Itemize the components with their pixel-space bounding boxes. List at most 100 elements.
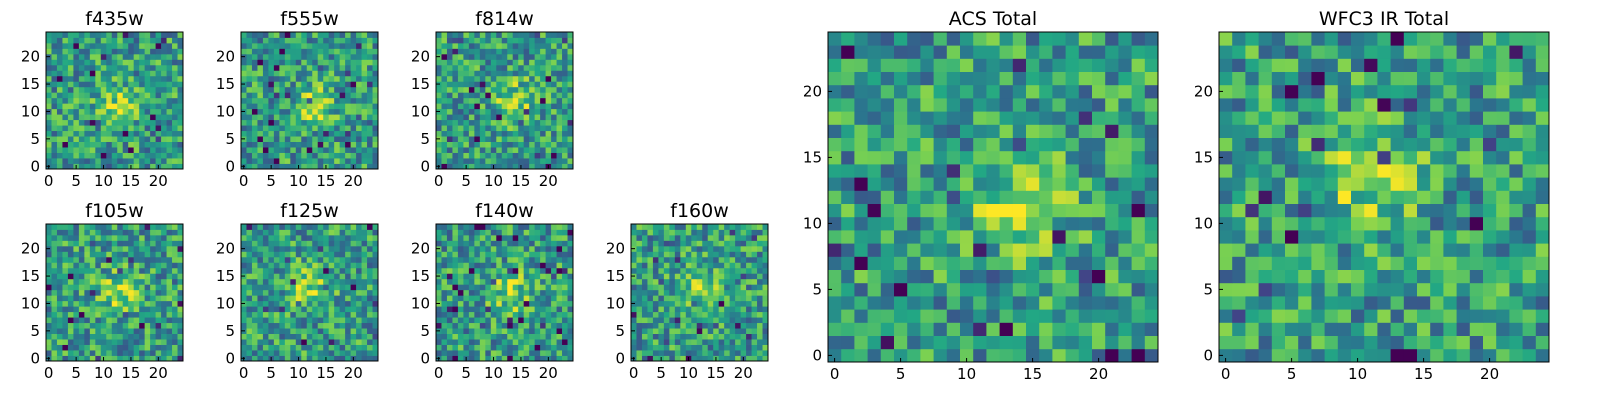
heatmap-cell [78, 64, 85, 71]
heatmap-cell [361, 240, 368, 247]
heatmap-cell [106, 92, 113, 99]
heatmap-cell [177, 333, 184, 340]
heatmap-cell [999, 150, 1014, 165]
heatmap-cell [1026, 348, 1040, 363]
heatmap-cell [436, 229, 442, 236]
heatmap-cell [479, 152, 486, 159]
heatmap-cell [463, 103, 470, 110]
heatmap-cell [117, 125, 124, 132]
heatmap-cell [468, 234, 475, 241]
heatmap-cell [128, 295, 135, 302]
heatmap-cell [567, 328, 574, 334]
heatmap-cell [474, 163, 481, 170]
heatmap-cell [290, 355, 297, 362]
heatmap-cell [658, 306, 665, 313]
heatmap-cell [867, 348, 882, 363]
heatmap-cell [713, 251, 720, 258]
heatmap-cell [73, 333, 80, 340]
heatmap-cell [540, 103, 546, 110]
heatmap-cell [273, 234, 280, 241]
heatmap-cell [155, 339, 162, 345]
heatmap-cell [139, 229, 146, 236]
heatmap-cell [290, 158, 297, 164]
heatmap-cell [67, 306, 74, 313]
heatmap-cell [946, 177, 961, 191]
heatmap-cell [356, 267, 362, 274]
heatmap-cell [144, 273, 151, 280]
heatmap-cell [284, 37, 291, 44]
heatmap-cell [894, 124, 908, 138]
heatmap-cell [328, 256, 335, 263]
heatmap-cell [177, 350, 184, 356]
heatmap-cell [1039, 137, 1053, 152]
heatmap-cell [702, 289, 709, 296]
heatmap-cell [78, 147, 85, 153]
heatmap-cell [128, 75, 135, 82]
heatmap-cell [312, 86, 319, 93]
heatmap-cell [133, 119, 140, 126]
heatmap-cell [62, 251, 69, 258]
heatmap-cell [279, 300, 286, 307]
heatmap-cell [999, 282, 1014, 297]
heatmap-cell [273, 86, 280, 93]
heatmap-cell [841, 177, 855, 191]
heatmap-cell [67, 152, 74, 159]
heatmap-cell [89, 97, 96, 104]
heatmap-cell [446, 42, 453, 49]
heatmap-cell [631, 306, 637, 313]
heatmap-cell [636, 300, 643, 307]
heatmap-cell [56, 229, 63, 236]
heatmap-cell [301, 163, 308, 170]
heatmap-cell [496, 322, 503, 329]
heatmap-cell [529, 147, 536, 153]
heatmap-cell [78, 355, 85, 362]
heatmap-cell [106, 141, 113, 148]
heatmap-cell [724, 278, 731, 285]
heatmap-cell [251, 229, 258, 236]
heatmap-cell [534, 92, 541, 99]
heatmap-cell [507, 350, 514, 356]
heatmap-cell [446, 355, 453, 362]
heatmap-cell [468, 278, 475, 285]
heatmap-cell [172, 147, 178, 153]
heatmap-cell [339, 339, 346, 345]
heatmap-cell [713, 284, 720, 291]
heatmap-cell [78, 136, 85, 142]
heatmap-cell [436, 92, 442, 99]
heatmap-cell [345, 256, 351, 263]
heatmap-cell [46, 295, 52, 302]
heatmap-cell [518, 317, 525, 324]
heatmap-cell [718, 328, 725, 334]
heatmap-cell [144, 306, 151, 313]
heatmap-cell [474, 306, 481, 313]
heatmap-cell [328, 344, 335, 351]
heatmap-cell [46, 48, 52, 55]
heatmap-cell [452, 158, 459, 164]
heatmap-cell [161, 322, 167, 329]
heatmap-cell [986, 348, 1000, 363]
heatmap-cell [144, 59, 151, 66]
heatmap-cell [144, 53, 151, 60]
heatmap-cell [696, 224, 703, 230]
heatmap-cell [562, 328, 568, 334]
heatmap-cell [1052, 203, 1066, 218]
heatmap-cell [490, 350, 497, 356]
heatmap-cell [529, 350, 536, 356]
heatmap-cell [751, 262, 758, 269]
heatmap-cell [1118, 230, 1132, 244]
heatmap-cell [56, 251, 63, 258]
heatmap-cell [680, 328, 687, 334]
heatmap-cell [166, 295, 173, 302]
heatmap-cell [161, 114, 167, 121]
heatmap-cell [636, 317, 643, 324]
heatmap-cell [295, 224, 302, 230]
heatmap-cell [117, 81, 124, 88]
heatmap-cell [507, 141, 514, 148]
heatmap-cell [290, 245, 297, 252]
heatmap-cell [251, 273, 258, 280]
heatmap-cell [372, 317, 379, 324]
heatmap-cell [946, 256, 961, 270]
heatmap-cell [551, 158, 557, 164]
heatmap-cell [323, 81, 330, 88]
heatmap-cell [372, 229, 379, 236]
